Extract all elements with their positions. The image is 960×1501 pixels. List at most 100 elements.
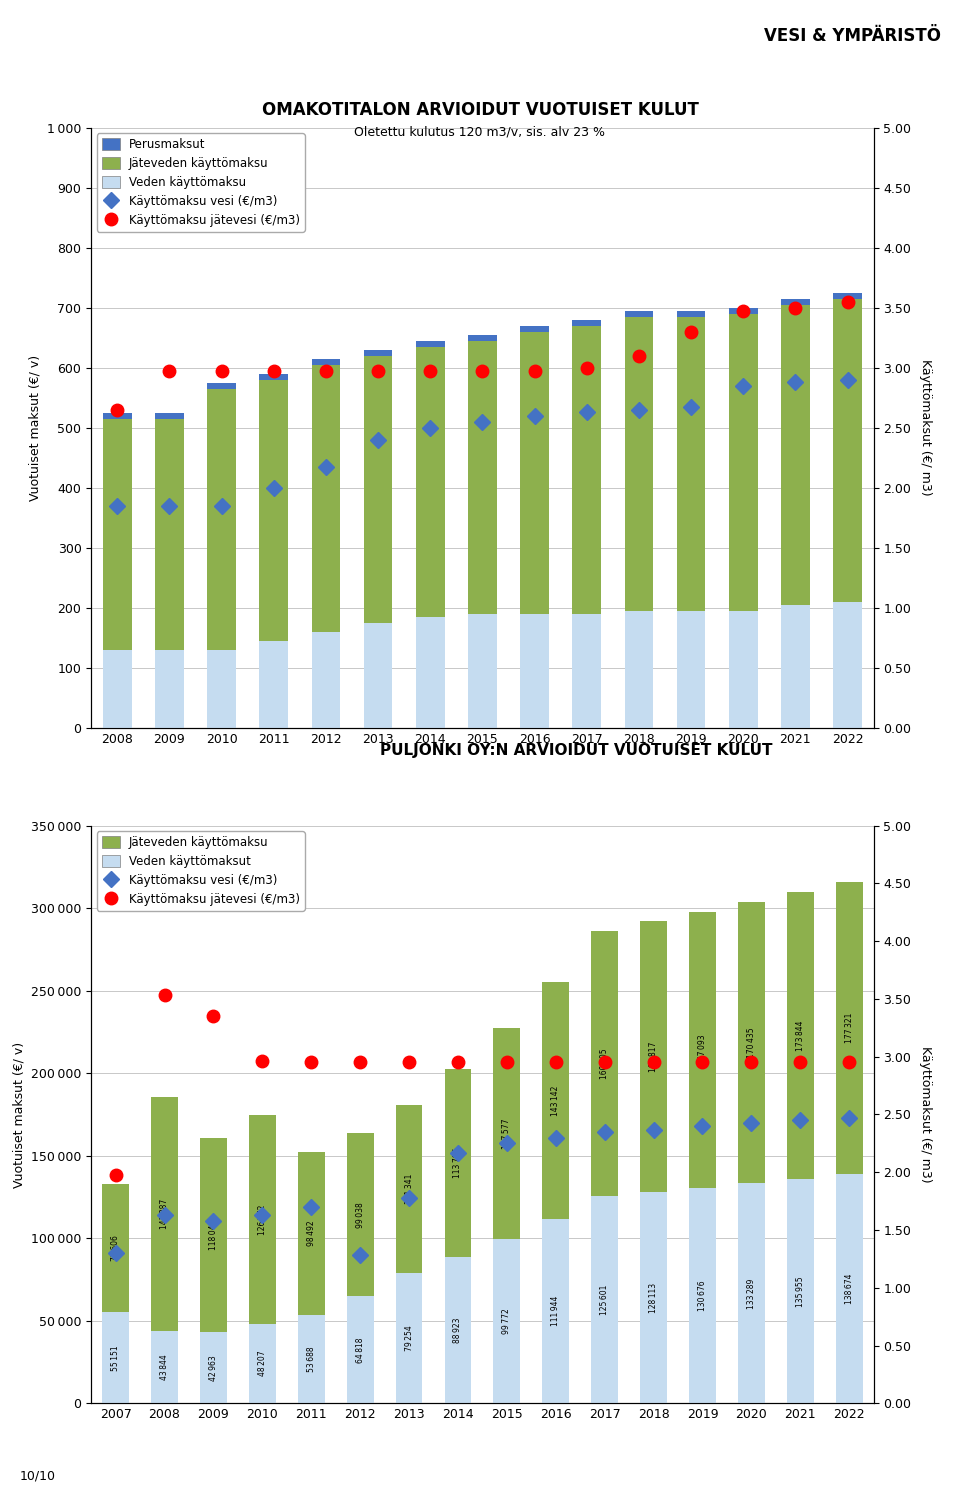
Bar xyxy=(416,617,444,728)
Legend: Jäteveden käyttömaksu, Veden käyttömaksut, Käyttömaksu vesi (€/m3), Käyttömaksu : Jäteveden käyttömaksu, Veden käyttömaksu… xyxy=(97,832,304,911)
Bar xyxy=(249,1115,276,1324)
Bar xyxy=(738,1183,765,1403)
Text: 125 601: 125 601 xyxy=(600,1285,610,1315)
Bar xyxy=(572,326,601,614)
Bar xyxy=(200,1333,227,1403)
Bar xyxy=(833,299,862,602)
Bar xyxy=(781,299,809,305)
Bar xyxy=(689,1187,716,1403)
Bar xyxy=(833,602,862,728)
Bar xyxy=(207,650,236,728)
Bar xyxy=(468,614,496,728)
Text: PULJONKI OY:N ARVIOIDUT VUOTUISET KULUT: PULJONKI OY:N ARVIOIDUT VUOTUISET KULUT xyxy=(380,743,772,758)
Bar xyxy=(787,1178,814,1403)
Text: 167 093: 167 093 xyxy=(698,1034,707,1066)
Bar xyxy=(416,341,444,347)
Bar xyxy=(156,650,183,728)
Text: 113 705: 113 705 xyxy=(453,1147,463,1178)
Text: 79 254: 79 254 xyxy=(404,1325,414,1351)
Bar xyxy=(396,1273,422,1403)
Text: 99 038: 99 038 xyxy=(355,1202,365,1228)
Bar xyxy=(729,611,757,728)
Bar xyxy=(416,347,444,617)
Text: VESI & YMPÄRISTÖ: VESI & YMPÄRISTÖ xyxy=(764,27,941,45)
Bar xyxy=(493,1028,520,1238)
Bar xyxy=(625,311,653,317)
Bar xyxy=(729,308,757,314)
Text: 111 944: 111 944 xyxy=(551,1295,561,1327)
Bar xyxy=(151,1097,178,1331)
Text: 118 041: 118 041 xyxy=(209,1220,218,1250)
Bar xyxy=(156,413,183,419)
Text: 141 887: 141 887 xyxy=(160,1199,169,1229)
Bar xyxy=(103,413,132,419)
Text: 42 963: 42 963 xyxy=(209,1355,218,1381)
Bar xyxy=(781,605,809,728)
Bar xyxy=(298,1153,324,1315)
Text: 55 151: 55 151 xyxy=(111,1345,120,1370)
Bar xyxy=(520,326,549,332)
Bar xyxy=(738,902,765,1183)
Text: 130 676: 130 676 xyxy=(698,1280,707,1310)
Text: 99 772: 99 772 xyxy=(502,1309,512,1334)
Text: 98 492: 98 492 xyxy=(307,1220,316,1246)
Bar xyxy=(833,293,862,299)
Y-axis label: Vuotuiset maksut (€/ v): Vuotuiset maksut (€/ v) xyxy=(29,354,41,501)
Y-axis label: Käyttömaksut (€/ m3): Käyttömaksut (€/ m3) xyxy=(919,1046,932,1183)
Text: 43 844: 43 844 xyxy=(160,1354,169,1379)
Bar xyxy=(200,1138,227,1333)
Bar xyxy=(312,365,340,632)
Bar xyxy=(468,335,496,341)
Bar xyxy=(542,982,569,1219)
Bar xyxy=(364,350,393,356)
Text: 128 113: 128 113 xyxy=(649,1283,658,1313)
Text: 127 577: 127 577 xyxy=(502,1118,512,1148)
Bar xyxy=(259,374,288,380)
Bar xyxy=(836,1174,863,1403)
Bar xyxy=(591,1196,618,1403)
Bar xyxy=(729,314,757,611)
Text: 10/10: 10/10 xyxy=(19,1469,56,1483)
Text: OMAKOTITALON ARVIOIDUT VUOTUISET KULUT: OMAKOTITALON ARVIOIDUT VUOTUISET KULUT xyxy=(261,101,699,119)
Bar xyxy=(347,1297,373,1403)
Bar xyxy=(396,1105,422,1273)
Bar xyxy=(249,1324,276,1403)
Text: RAMBØLL: RAMBØLL xyxy=(31,26,137,45)
Bar xyxy=(520,332,549,614)
Bar xyxy=(836,881,863,1174)
Bar xyxy=(444,1256,471,1403)
Legend: Perusmaksut, Jäteveden käyttömaksu, Veden käyttömaksu, Käyttömaksu vesi (€/m3), : Perusmaksut, Jäteveden käyttömaksu, Vede… xyxy=(97,134,304,231)
Text: 143 142: 143 142 xyxy=(551,1085,561,1115)
Text: 53 688: 53 688 xyxy=(307,1346,316,1372)
Bar xyxy=(572,614,601,728)
Bar xyxy=(312,359,340,365)
Bar xyxy=(103,419,132,650)
Bar xyxy=(298,1315,324,1403)
Bar xyxy=(677,311,706,317)
Text: 138 674: 138 674 xyxy=(845,1274,853,1304)
Bar xyxy=(520,614,549,728)
Bar xyxy=(444,1069,471,1256)
Bar xyxy=(207,383,236,389)
Bar xyxy=(259,380,288,641)
Bar xyxy=(677,611,706,728)
Text: 77 606: 77 606 xyxy=(111,1235,120,1261)
Y-axis label: Vuotuiset maksut (€/ v): Vuotuiset maksut (€/ v) xyxy=(12,1042,26,1187)
Bar xyxy=(347,1133,373,1297)
Bar xyxy=(102,1312,129,1403)
Bar xyxy=(312,632,340,728)
Bar xyxy=(591,931,618,1196)
Text: 170 435: 170 435 xyxy=(747,1027,756,1058)
Text: 160 605: 160 605 xyxy=(600,1048,610,1079)
Bar xyxy=(103,650,132,728)
Bar xyxy=(640,922,667,1192)
Text: 64 818: 64 818 xyxy=(355,1337,365,1363)
Bar xyxy=(102,1184,129,1312)
Bar xyxy=(625,317,653,611)
Bar xyxy=(364,623,393,728)
Text: 135 955: 135 955 xyxy=(796,1276,804,1306)
Bar xyxy=(640,1192,667,1403)
Bar xyxy=(364,356,393,623)
Bar xyxy=(689,911,716,1187)
Bar xyxy=(156,419,183,650)
